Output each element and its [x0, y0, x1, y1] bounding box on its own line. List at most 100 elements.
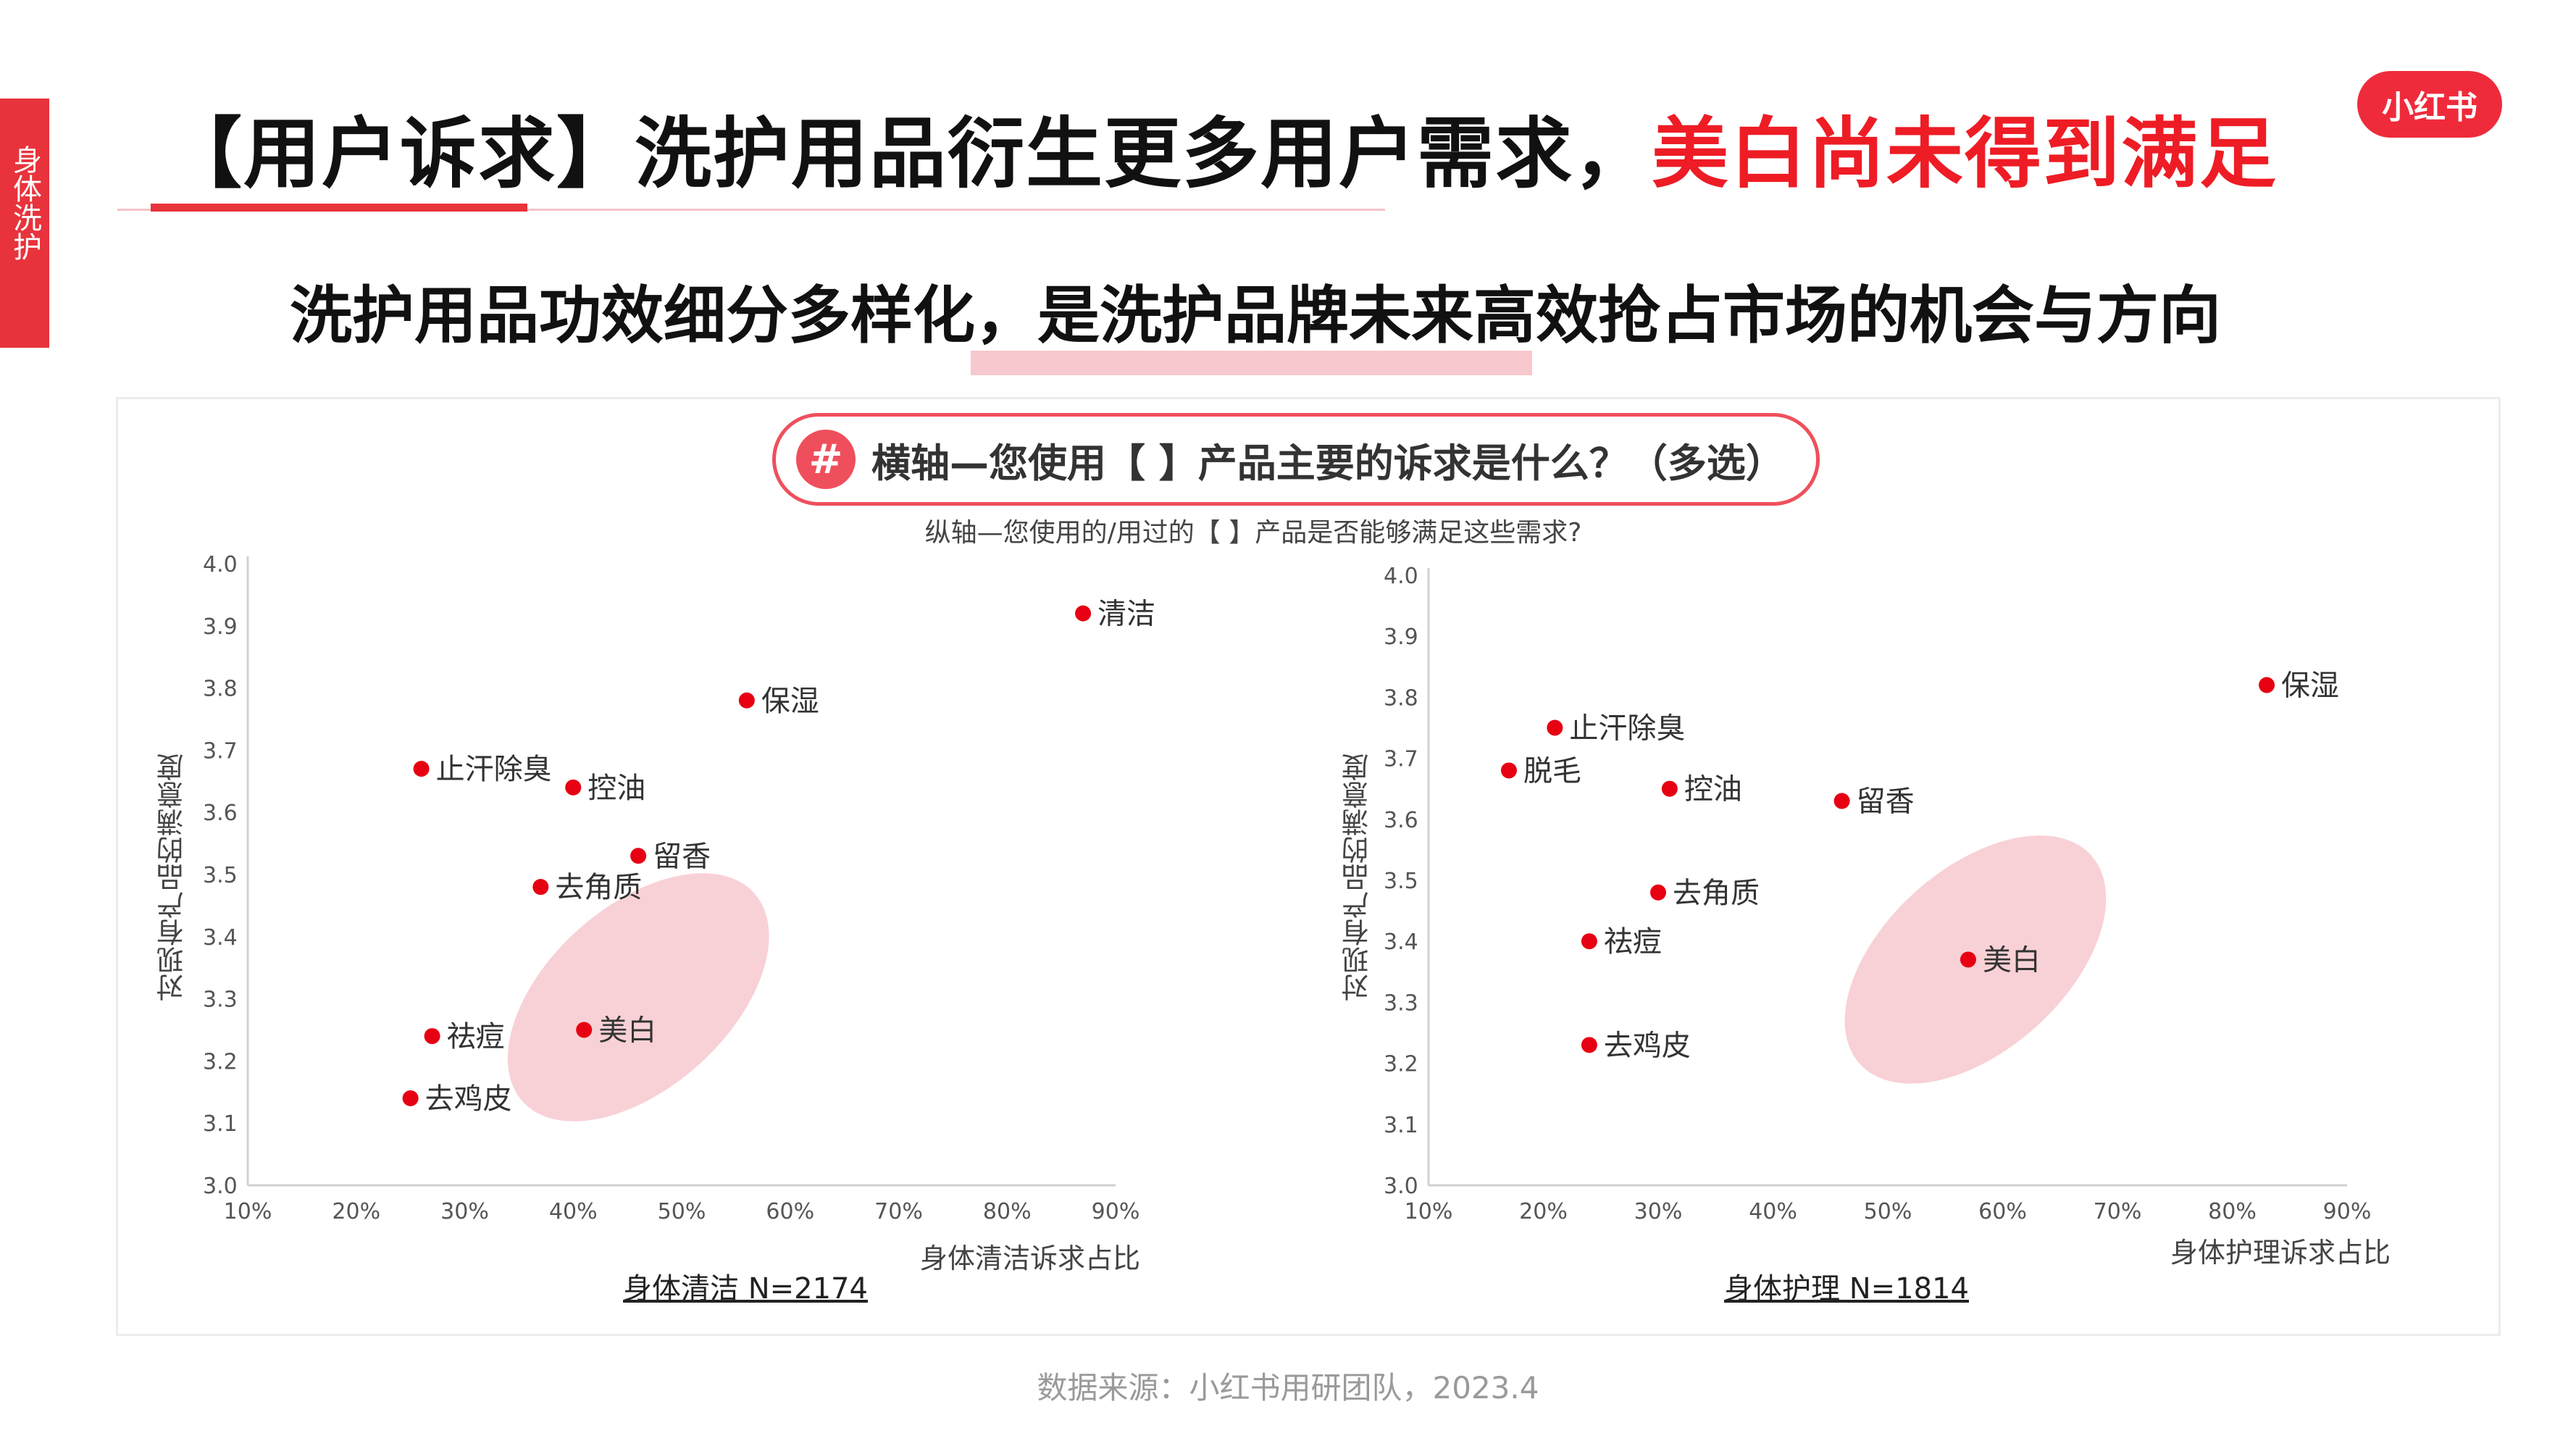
data-point — [1661, 780, 1678, 797]
y-axis-label: 对现有产品的满意度 — [156, 753, 188, 1001]
y-tick-label: 3.0 — [1384, 1174, 1418, 1199]
x-tick-label: 30% — [1634, 1199, 1683, 1224]
brand-logo: 小红书 — [2357, 71, 2502, 138]
data-point — [402, 1090, 419, 1106]
x-tick-label: 40% — [549, 1199, 598, 1224]
data-point-label: 保湿 — [761, 685, 819, 718]
title-underline-accent — [151, 204, 527, 212]
data-point — [1547, 719, 1563, 736]
data-point — [565, 779, 582, 796]
chart-caption: 身体清洁 N=2174 — [623, 1272, 868, 1306]
x-tick-label: 20% — [332, 1199, 380, 1224]
y-tick-label: 3.8 — [203, 677, 238, 702]
y-tick-label: 3.9 — [203, 614, 238, 640]
data-point-label: 去角质 — [1673, 877, 1760, 910]
data-point — [1650, 884, 1666, 901]
hash-icon: # — [796, 430, 856, 489]
data-point — [1500, 762, 1517, 779]
y-axis-question: 纵轴—您使用的/用过的【 】产品是否能够满足这些需求? — [924, 518, 1582, 548]
data-point — [2259, 677, 2275, 693]
subtitle-highlight-bar — [971, 351, 1532, 375]
data-point — [413, 761, 430, 777]
data-point — [1581, 1037, 1597, 1053]
y-tick-label: 3.5 — [1384, 869, 1418, 894]
data-point-label: 止汗除臭 — [436, 753, 552, 786]
x-tick-label: 30% — [440, 1199, 489, 1224]
data-point-label: 祛痘 — [447, 1020, 505, 1053]
data-point-label: 美白 — [1983, 943, 2041, 977]
x-tick-label: 50% — [1864, 1199, 1912, 1224]
x-axis-label: 身体清洁诉求占比 — [920, 1243, 1141, 1274]
x-tick-label: 80% — [2208, 1199, 2257, 1224]
data-point-label: 留香 — [1857, 785, 1915, 819]
data-point-label: 脱毛 — [1523, 754, 1581, 788]
y-tick-label: 3.4 — [203, 925, 238, 951]
data-point-label: 控油 — [1684, 773, 1742, 806]
y-tick-label: 3.5 — [203, 863, 238, 888]
highlight-ellipse — [507, 873, 769, 1122]
x-tick-label: 20% — [1519, 1199, 1568, 1224]
title-highlight: 美白尚未得到满足 — [1652, 109, 2278, 199]
data-point — [1581, 933, 1597, 950]
x-tick-label: 60% — [1978, 1199, 2027, 1224]
data-point-label: 保湿 — [2281, 669, 2339, 703]
data-point-label: 留香 — [653, 840, 711, 873]
x-tick-label: 70% — [2094, 1199, 2142, 1224]
data-point-label: 祛痘 — [1604, 925, 1662, 959]
y-tick-label: 3.2 — [1384, 1052, 1418, 1077]
x-tick-label: 60% — [766, 1199, 814, 1224]
title-main: 【用户诉求】洗护用品衍生更多用户需求， — [165, 109, 1652, 199]
scatter-plot-svg: 3.0 3.1 3.2 3.3 3.4 3.5 3.6 3.7 3.8 3.9 4.0 10% 20% 3… — [203, 552, 1155, 1224]
data-source: 数据来源：小红书用研团队，2023.4 — [1037, 1370, 1539, 1406]
scatter-plot-svg: 3.0 3.1 3.2 3.3 3.4 3.5 3.6 3.7 3.8 3.9 4.0 10% 20% 3… — [1384, 564, 2372, 1224]
subtitle: 洗护用品功效细分多样化，是洗护品牌未来高效抢占市场的机会与方向 — [290, 280, 2221, 352]
data-point — [1960, 951, 1976, 968]
data-point — [630, 848, 647, 864]
data-point-label: 去鸡皮 — [1604, 1029, 1691, 1062]
x-tick-label: 80% — [983, 1199, 1032, 1224]
y-tick-label: 3.7 — [1384, 747, 1418, 772]
data-point — [424, 1028, 440, 1045]
data-point-label: 去鸡皮 — [425, 1082, 512, 1116]
chart-caption: 身体护理 N=1814 — [1724, 1272, 1969, 1306]
y-tick-label: 3.9 — [1384, 625, 1418, 650]
x-tick-label: 90% — [1092, 1199, 1140, 1224]
data-point-label: 清洁 — [1097, 598, 1155, 631]
y-tick-label: 4.0 — [203, 552, 238, 577]
data-point-label: 控油 — [587, 772, 645, 805]
x-axis-question-text: 横轴—您使用【 】产品主要的诉求是什么？（多选） — [871, 440, 1785, 486]
data-point — [576, 1022, 593, 1038]
y-tick-label: 3.6 — [203, 801, 238, 826]
x-tick-label: 50% — [658, 1199, 706, 1224]
data-point — [738, 692, 755, 709]
y-tick-label: 3.6 — [1384, 808, 1418, 833]
y-tick-label: 3.3 — [1384, 990, 1418, 1016]
scatter-chart-body-cleansing: 3.0 3.1 3.2 3.3 3.4 3.5 3.6 3.7 3.8 3.9 4.0 10% 20% 3… — [181, 551, 1210, 1264]
y-tick-label: 3.0 — [203, 1174, 238, 1199]
x-tick-label: 40% — [1749, 1199, 1797, 1224]
x-tick-label: 10% — [224, 1199, 272, 1224]
y-tick-label: 3.7 — [203, 738, 238, 764]
y-tick-label: 4.0 — [1384, 564, 1418, 589]
y-tick-label: 3.3 — [203, 987, 238, 1013]
side-tab: 身体洗护 — [0, 99, 49, 348]
y-tick-label: 3.2 — [203, 1049, 238, 1074]
data-point — [1075, 605, 1092, 622]
data-point-label: 止汗除臭 — [1569, 712, 1685, 746]
data-point — [1833, 793, 1850, 809]
x-tick-label: 70% — [874, 1199, 923, 1224]
chart-panel — [116, 397, 2501, 1336]
x-tick-label: 90% — [2323, 1199, 2372, 1224]
title-underline — [117, 209, 1385, 211]
page-title: 【用户诉求】洗护用品衍生更多用户需求，美白尚未得到满足 — [165, 91, 2278, 203]
x-tick-label: 10% — [1405, 1199, 1453, 1224]
x-axis-label: 身体护理诉求占比 — [2170, 1237, 2391, 1269]
y-tick-label: 3.4 — [1384, 930, 1418, 955]
y-axis-label: 对现有产品的满意度 — [1342, 753, 1373, 1001]
x-axis-question: # 横轴—您使用【 】产品主要的诉求是什么？（多选） — [772, 413, 1820, 506]
y-tick-label: 3.8 — [1384, 685, 1418, 711]
data-point — [532, 879, 549, 895]
scatter-chart-body-care: 3.0 3.1 3.2 3.3 3.4 3.5 3.6 3.7 3.8 3.9 4.0 10% 20% 3… — [1362, 551, 2391, 1264]
data-point-label: 去角质 — [555, 871, 642, 904]
y-tick-label: 3.1 — [203, 1111, 238, 1137]
